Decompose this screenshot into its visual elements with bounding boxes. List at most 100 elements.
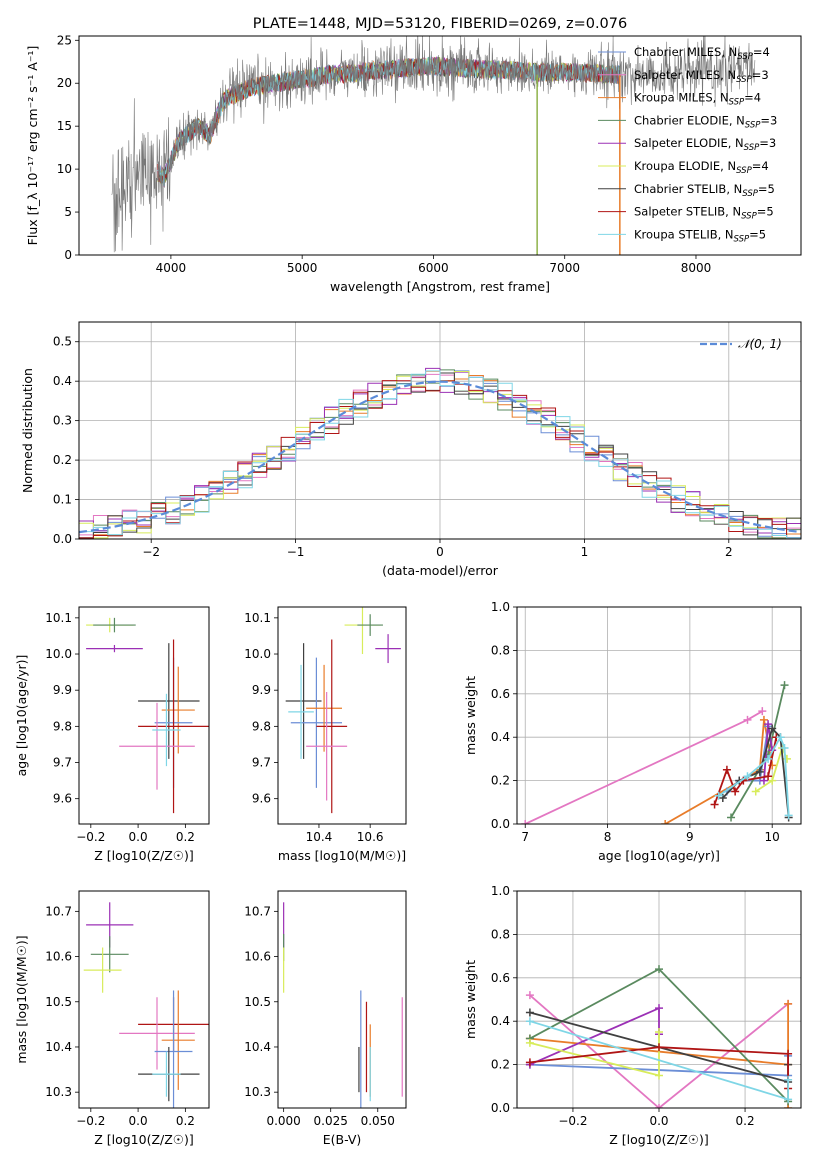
plot-area [86,617,209,814]
plot-mass_vs_z: −0.2 0.0 0.2 10.3 10.4 10.5 10.6 10.7 Z [log10(Z… [14,890,210,1147]
x-tick-label: 5000 [287,261,318,275]
y-axis-label: mass weight [463,960,478,1039]
legend-subscript: SSP [737,52,753,62]
x-tick-label: 8 [604,830,612,844]
x-tick-label: 0.2 [176,830,195,844]
y-tick-label: 10.1 [45,611,72,625]
weight-marker [764,754,773,763]
legend-value: =3 [759,136,776,150]
legend-subscript: SSP [741,212,757,222]
data-spectrum [111,36,756,253]
y-tick-label: 0.2 [491,1058,510,1072]
y-tick-label: 9.8 [252,719,271,733]
weight-marker [655,1071,663,1080]
y-tick-label: 0.0 [491,1101,510,1115]
plot-mass_vs_ebv: 0.000 0.025 0.050 10.3 10.4 10.5 10.6 10.7 E(B-V… [244,890,407,1147]
x-axis-label: wavelength [Angstrom, rest frame] [330,279,550,294]
x-axis-label: E(B-V) [323,1132,362,1147]
legend-value: =3 [752,68,769,82]
weight-marker [655,965,663,974]
x-tick-label: 6000 [418,261,449,275]
legend-entry: Kroupa STELIB, NSSP=5 [634,227,766,244]
weight-marker [722,765,731,774]
legend-value: =5 [757,205,774,219]
plot-residuals: −2 −1 0 1 2 0.0 0.1 0.2 0.3 0.4 0.5 (data-model)/er… [20,321,802,578]
histogram-step [79,370,801,539]
x-tick-label: −2 [142,545,160,559]
x-tick-label: 0.0 [649,1114,668,1128]
legend-entry: Kroupa ELODIE, NSSP=4 [634,159,769,176]
legend-value: =5 [758,182,775,196]
plot-area [111,36,756,255]
weight-marker [764,720,773,729]
plot-spectrum: 4000 5000 6000 7000 8000 0 5 10 15 20 25 wavelength… [25,16,802,294]
y-axis-label: Flux [f_λ 10⁻¹⁷ erg cm⁻² s⁻¹ A⁻¹] [25,46,40,246]
weight-line [529,1006,660,1066]
y-tick-label: 0 [64,248,72,262]
weight-marker [655,1028,663,1037]
plot-area [283,902,403,1108]
weight-marker [743,772,752,781]
weight-line [730,684,786,818]
weight-marker [525,1017,534,1026]
legend-entry: Chabrier MILES, NSSP=4 [634,45,770,62]
weight-marker [521,820,530,824]
weight-marker [764,772,773,781]
y-tick-label: 0.6 [491,687,510,701]
y-tick-label: 10 [57,162,72,176]
weight-marker [755,767,764,776]
y-tick-label: 9.6 [53,792,72,806]
weight-marker [655,1004,663,1013]
y-tick-label: 9.7 [252,756,271,770]
x-tick-label: 10.6 [357,830,384,844]
y-tick-label: 15 [57,119,72,133]
plot-area [521,681,793,824]
x-axis-label: (data-model)/error [382,563,499,578]
plot-area [83,902,209,1108]
y-tick-label: 9.9 [53,683,72,697]
y-tick-label: 10.7 [244,904,271,918]
x-axis-label: mass [log10(M/M☉)] [278,848,406,863]
weight-line [718,735,790,816]
y-tick-label: 10.1 [244,611,271,625]
legend-subscript: SSP [736,166,752,176]
x-tick-label: −0.2 [76,1114,105,1128]
legend-entry: Salpeter ELODIE, NSSP=3 [634,136,776,153]
y-tick-label: 0.2 [491,774,510,788]
y-tick-label: 0.8 [491,643,510,657]
y-tick-label: 0.4 [53,374,72,388]
legend-subscript: SSP [742,189,758,199]
x-tick-label: 0 [436,545,444,559]
legend-value: =4 [752,159,769,173]
x-tick-label: 0.000 [266,1114,300,1128]
x-axis-label: Z [log10(Z/Z☉)] [94,848,194,863]
y-axis-label: age [log10(age/yr)] [14,655,29,777]
plot-weight_vs_z: −0.2 0.0 0.2 0.0 0.2 0.4 0.6 0.8 1.0 Z [log10(Z/Z… [463,884,802,1147]
y-tick-label: 9.6 [252,792,271,806]
y-tick-label: 10.3 [244,1085,271,1099]
legend-subscript: SSP [745,120,761,130]
weight-line [722,726,790,818]
weight-marker [525,991,534,1000]
axes-frame [277,606,407,825]
y-tick-label: 9.7 [53,756,72,770]
y-tick-label: 10.6 [244,950,271,964]
x-tick-label: 0.050 [361,1114,395,1128]
weight-marker [718,793,727,802]
x-tick-label: 0.025 [314,1114,348,1128]
y-tick-label: 5 [64,205,72,219]
x-tick-label: 9 [686,830,694,844]
plot-weight_vs_age: 7 8 9 10 0.0 0.2 0.4 0.6 0.8 1.0 age [log10(age/yr… [463,600,802,863]
y-tick-label: 10.5 [45,995,72,1009]
weight-marker [780,744,789,753]
x-tick-label: 0.2 [736,1114,755,1128]
y-tick-label: 0.2 [53,453,72,467]
y-tick-label: 20 [57,76,72,90]
x-tick-label: 0.0 [129,830,148,844]
weight-marker [743,715,752,724]
x-tick-label: 1 [581,545,589,559]
plot-age_vs_mass: 10.4 10.6 9.6 9.7 9.8 9.9 10.0 10.1 mass [log10(… [244,606,407,863]
weight-marker [661,820,670,824]
plot-area [525,965,793,1108]
